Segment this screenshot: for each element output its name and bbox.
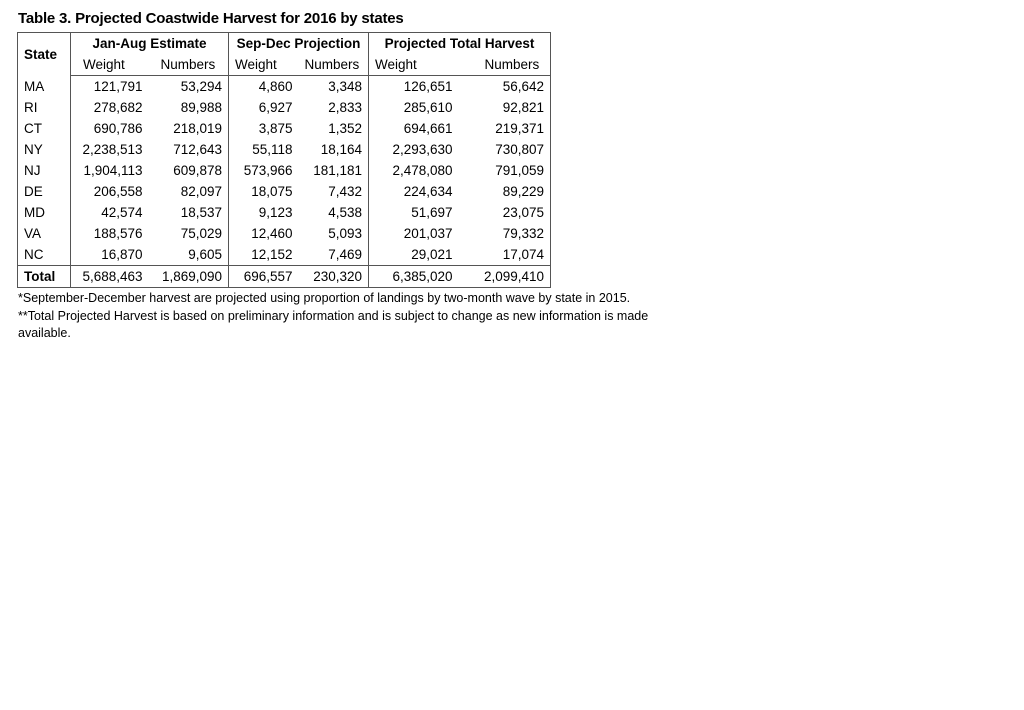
weight-cell: 206,558 [70,181,149,202]
numbers-cell: 75,029 [180,226,222,241]
weight-cell: 12,152 [228,244,299,266]
weight-cell: 2,478,080 [368,160,459,181]
numbers-cell: 5,093 [328,226,362,241]
group-header-total: Projected Total Harvest [368,32,551,54]
weight-cell: 4,860 [228,75,299,97]
numbers-cell: 7,469 [328,247,362,262]
subheader-numbers: Numbers [458,54,551,76]
group-header-sep-dec: Sep-Dec Projection [228,32,369,54]
state-cell: NC [24,247,44,262]
numbers-cell: 219,371 [495,121,544,136]
weight-cell: 278,682 [70,97,149,118]
weight-cell: 121,791 [70,75,149,97]
state-cell: DE [24,184,43,199]
table-row: DE 206,558 82,097 18,075 7,432 224,634 89,229 [18,181,551,202]
weight-cell: 5,688,463 [70,265,149,288]
weight-cell: 12,460 [228,223,299,244]
numbers-cell: 82,097 [180,184,222,199]
numbers-cell: 2,833 [328,100,362,115]
numbers-cell: 230,320 [298,265,369,288]
numbers-cell: 56,642 [502,79,544,94]
numbers-cell: 609,878 [173,163,222,178]
numbers-cell: 23,075 [502,205,544,220]
table-row: CT 690,786 218,019 3,875 1,352 694,661 219,371 [18,118,551,139]
weight-cell: 42,574 [70,202,149,223]
weight-cell: 16,870 [70,244,149,266]
subheader-numbers: Numbers [298,54,369,76]
weight-cell: 690,786 [70,118,149,139]
numbers-cell: 18,164 [320,142,362,157]
numbers-cell: 791,059 [495,163,544,178]
subheader-weight: Weight [228,54,299,76]
footnote-2: **Total Projected Harvest is based on pr… [18,308,649,341]
weight-cell: 1,904,113 [70,160,149,181]
weight-cell: 55,118 [228,139,299,160]
weight-cell: 573,966 [228,160,299,181]
weight-cell: 201,037 [368,223,459,244]
total-row: Total 5,688,463 1,869,090 696,557 230,320 6,3… [17,265,551,288]
numbers-cell: 79,332 [502,226,544,241]
numbers-cell: 1,869,090 [148,265,229,288]
weight-cell: 51,697 [368,202,459,223]
state-cell: CT [24,121,42,136]
state-header: State [24,46,58,62]
table-row: MD 42,574 18,537 9,123 4,538 51,697 23,075 [18,202,551,223]
table-row: NJ 1,904,113 609,878 573,966 181,181 2,478,08… [18,160,551,181]
weight-cell: 285,610 [368,97,459,118]
weight-cell: 6,385,020 [368,265,459,288]
numbers-cell: 1,352 [328,121,362,136]
numbers-cell: 18,537 [180,205,222,220]
weight-cell: 6,927 [228,97,299,118]
state-cell: RI [24,100,38,115]
numbers-cell: 181,181 [313,163,362,178]
numbers-cell: 730,807 [495,142,544,157]
numbers-cell: 89,229 [502,184,544,199]
weight-cell: 18,075 [228,181,299,202]
state-cell: VA [24,226,42,241]
state-cell: NY [24,142,43,157]
state-cell: MD [24,205,45,220]
numbers-cell: 218,019 [173,121,222,136]
numbers-cell: 89,988 [180,100,222,115]
state-cell: MA [24,78,45,94]
weight-cell: 696,557 [228,265,299,288]
numbers-cell: 9,605 [188,247,222,262]
numbers-cell: 3,348 [328,79,362,94]
table-row: NY 2,238,513 712,643 55,118 18,164 2,293,630 7… [18,139,551,160]
subheader-weight: Weight [70,54,149,76]
numbers-cell: 712,643 [173,142,222,157]
weight-cell: 2,238,513 [70,139,149,160]
state-cell: NJ [24,163,41,178]
table-row: MA 121,791 53,294 4,860 3,348 126,651 56,642 [18,75,551,97]
weight-cell: 694,661 [368,118,459,139]
footnote-1: *September-December harvest are projecte… [18,291,631,305]
weight-cell: 188,576 [70,223,149,244]
harvest-table: State Jan-Aug Estimate Sep-Dec Projectio… [17,32,551,288]
table-title: Table 3. Projected Coastwide Harvest for… [18,10,404,27]
numbers-cell: 53,294 [180,79,222,94]
subheader-weight: Weight [368,54,459,76]
numbers-cell: 2,099,410 [458,265,551,288]
weight-cell: 126,651 [368,75,459,97]
weight-cell: 224,634 [368,181,459,202]
weight-cell: 9,123 [228,202,299,223]
group-header-jan-aug: Jan-Aug Estimate [70,32,229,54]
weight-cell: 29,021 [368,244,459,266]
numbers-cell: 4,538 [328,205,362,220]
table-row: NC 16,870 9,605 12,152 7,469 29,021 17,074 [18,244,551,266]
weight-cell: 3,875 [228,118,299,139]
table-row: RI 278,682 89,988 6,927 2,833 285,610 92,821 [18,97,551,118]
numbers-cell: 7,432 [328,184,362,199]
table-row: VA 188,576 75,029 12,460 5,093 201,037 79,332 [18,223,551,244]
numbers-cell: 92,821 [502,100,544,115]
weight-cell: 2,293,630 [368,139,459,160]
numbers-cell: 17,074 [502,247,544,262]
state-cell: Total [17,265,71,288]
footnotes: *September-December harvest are projecte… [18,290,698,343]
subheader-numbers: Numbers [148,54,229,76]
